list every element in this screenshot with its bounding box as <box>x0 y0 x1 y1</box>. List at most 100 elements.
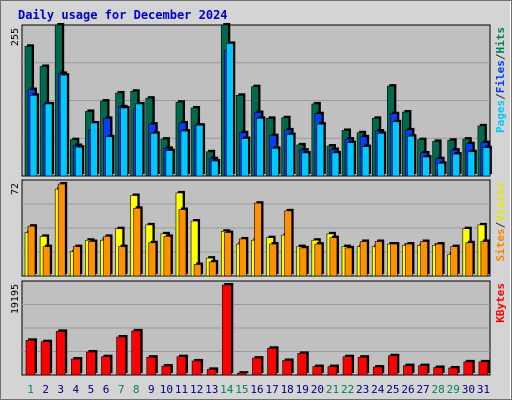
x-tick-label: 2 <box>42 383 49 396</box>
bar <box>150 133 159 177</box>
bar <box>433 367 443 376</box>
bar <box>74 146 83 177</box>
bar <box>392 121 400 177</box>
legend-item: Files <box>494 60 507 93</box>
bar <box>161 365 172 376</box>
x-tick-label: 7 <box>118 383 125 396</box>
bar <box>86 351 96 376</box>
bar <box>191 360 202 376</box>
bar <box>448 367 459 376</box>
x-tick-label: 24 <box>371 383 385 396</box>
legend-item: / <box>494 221 507 228</box>
legend-item: KBytes <box>494 283 507 323</box>
x-tick-label: 25 <box>386 383 399 396</box>
bar <box>70 358 81 376</box>
bar <box>103 236 111 277</box>
bar <box>44 103 53 177</box>
bar <box>225 43 234 177</box>
bar <box>467 151 476 177</box>
x-tick-label: 11 <box>175 383 188 396</box>
bar <box>256 118 264 177</box>
bar <box>403 365 413 376</box>
bar <box>271 148 279 177</box>
bar <box>267 347 277 376</box>
bar <box>342 356 353 376</box>
bar <box>376 133 385 177</box>
bar <box>25 340 36 376</box>
bar <box>40 341 51 376</box>
x-tick-label: 8 <box>133 383 140 396</box>
bar <box>57 183 66 277</box>
x-tick-label: 12 <box>190 383 203 396</box>
bar <box>120 107 128 177</box>
bar <box>88 241 96 277</box>
bar <box>131 330 141 376</box>
legend-item: / <box>494 93 507 100</box>
x-tick-label: 16 <box>250 383 263 396</box>
x-tick-label: 17 <box>265 383 278 396</box>
bar <box>327 366 338 376</box>
legend-item: / <box>494 53 507 60</box>
series-kbytes <box>25 283 490 376</box>
bar <box>480 241 489 277</box>
bar <box>42 246 51 277</box>
bar <box>163 236 172 277</box>
bar <box>297 353 308 376</box>
x-tick-label: 26 <box>401 383 414 396</box>
legend: Pages/Files/Hits <box>494 27 507 133</box>
bar <box>101 356 111 376</box>
bar <box>388 355 398 376</box>
bar <box>90 122 98 177</box>
bar <box>312 366 323 376</box>
bar <box>193 264 202 277</box>
bar <box>254 202 262 277</box>
y-max-label: 19195 <box>10 284 21 314</box>
bar <box>133 207 141 277</box>
bar <box>237 372 247 376</box>
x-tick-label: 30 <box>462 383 475 396</box>
bar <box>118 246 126 277</box>
bar <box>299 247 308 277</box>
x-tick-label: 14 <box>220 383 234 396</box>
x-tick-label: 10 <box>160 383 173 396</box>
bar <box>176 356 187 376</box>
bar <box>420 241 428 277</box>
x-tick-label: 1 <box>27 383 34 396</box>
bar <box>465 242 474 277</box>
series-sites <box>27 182 490 277</box>
legend-item: Sites <box>494 228 507 261</box>
bar <box>329 237 338 277</box>
x-tick-label: 27 <box>416 383 429 396</box>
bar <box>223 232 232 277</box>
legend: KBytes <box>494 283 507 323</box>
x-tick-label: 5 <box>88 383 95 396</box>
bar <box>284 210 292 277</box>
y-max-label: 72 <box>10 183 21 195</box>
bar <box>282 360 292 376</box>
bar <box>27 225 36 277</box>
series-pages <box>29 41 492 177</box>
x-tick-label: 23 <box>356 383 369 396</box>
bar <box>346 142 355 177</box>
bar <box>239 238 247 277</box>
bar <box>135 103 143 177</box>
x-tick-label: 21 <box>326 383 339 396</box>
panel-3: 19195 KBytes <box>10 280 507 376</box>
bar <box>452 153 461 177</box>
x-tick-label: 18 <box>281 383 294 396</box>
bar <box>374 241 383 277</box>
bar <box>105 136 113 177</box>
bar <box>482 147 491 177</box>
bar <box>178 209 187 277</box>
bar <box>361 146 370 177</box>
x-tick-label: 28 <box>432 383 445 396</box>
bar <box>405 243 413 277</box>
bar-shadow <box>239 371 249 373</box>
bar <box>221 284 232 376</box>
x-axis-labels: 1 2 3 4 5 6 7 8 9 10 11 12 13 14 15 16 17 18 19 20 21 22 23 24 2… <box>27 383 490 396</box>
bar <box>435 243 443 277</box>
x-tick-label: 13 <box>205 383 218 396</box>
bar <box>344 247 353 277</box>
